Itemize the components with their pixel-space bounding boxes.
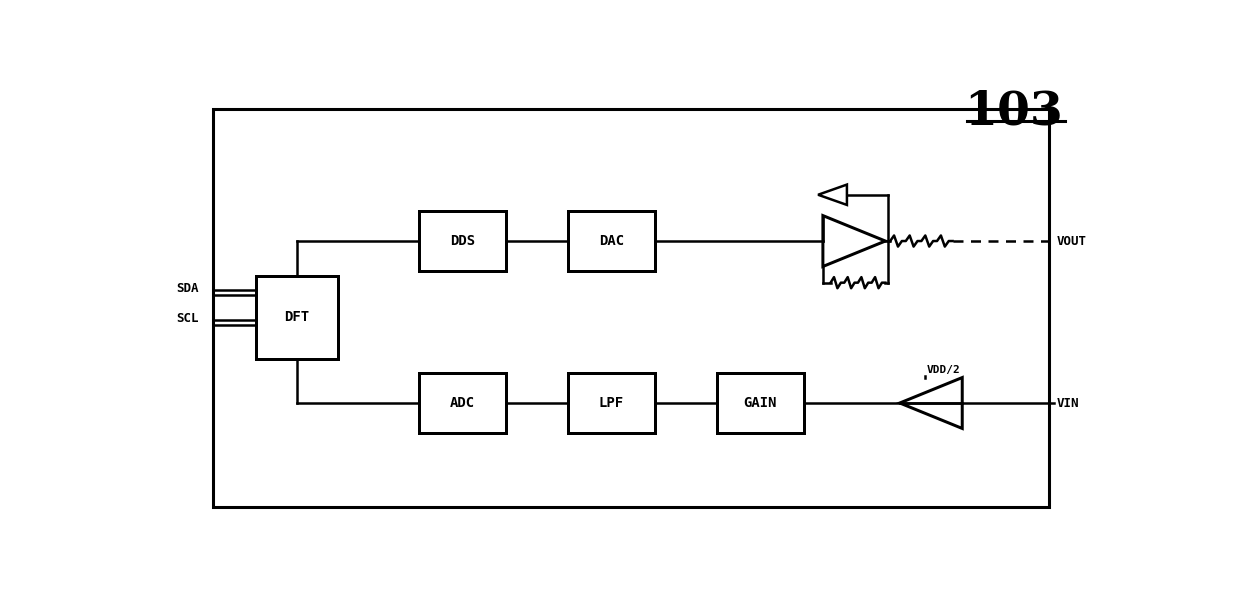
- Text: DDS: DDS: [450, 234, 475, 248]
- Text: DFT: DFT: [284, 310, 309, 325]
- Text: 103: 103: [965, 88, 1063, 134]
- FancyBboxPatch shape: [568, 373, 655, 433]
- Polygon shape: [823, 216, 885, 266]
- Polygon shape: [900, 377, 962, 429]
- Text: SCL: SCL: [176, 312, 198, 325]
- Text: VIN: VIN: [1056, 397, 1079, 409]
- Text: VDD/2: VDD/2: [926, 365, 961, 375]
- FancyBboxPatch shape: [213, 109, 1049, 507]
- Text: ADC: ADC: [450, 396, 475, 410]
- Text: VOUT: VOUT: [1056, 234, 1086, 248]
- Text: LPF: LPF: [599, 396, 624, 410]
- FancyBboxPatch shape: [717, 373, 804, 433]
- FancyBboxPatch shape: [255, 276, 337, 359]
- Text: SDA: SDA: [176, 282, 198, 294]
- FancyBboxPatch shape: [568, 211, 655, 271]
- FancyBboxPatch shape: [419, 373, 506, 433]
- FancyBboxPatch shape: [419, 211, 506, 271]
- Text: GAIN: GAIN: [744, 396, 777, 410]
- Text: DAC: DAC: [599, 234, 624, 248]
